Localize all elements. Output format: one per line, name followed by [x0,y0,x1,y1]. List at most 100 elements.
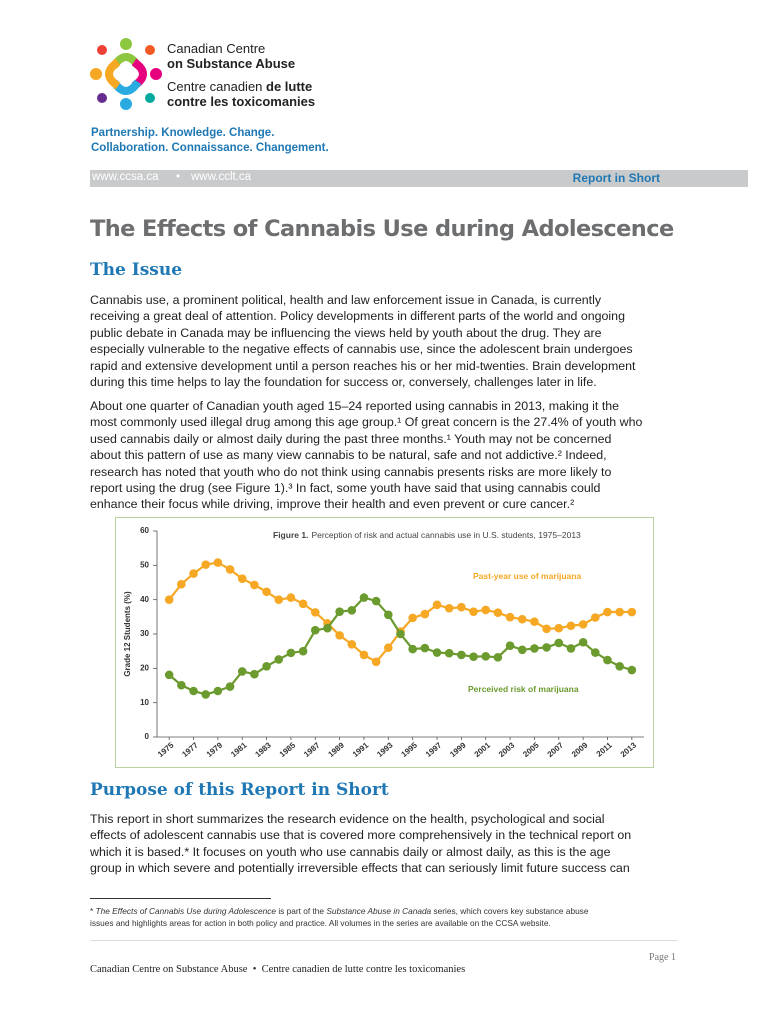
text: is part of the [276,906,327,916]
data-point [615,661,624,671]
x-tick-label: 1975 [156,740,176,759]
text-line: About one quarter of Canadian youth aged… [90,399,620,413]
data-point [457,650,466,660]
data-point [566,621,576,631]
footer-rule [90,940,678,941]
text: Substance Abuse in Canada [326,906,432,916]
doc-title: The Effects of Cannabis Use during Adole… [90,216,674,242]
data-point [505,612,515,622]
x-tick-label: 1981 [229,740,249,759]
paragraph: This report in short summarizes the rese… [90,811,631,877]
text-line: This report in short summarizes the rese… [90,812,605,826]
data-point [189,686,198,696]
data-point [469,652,478,661]
y-tick-label: 30 [140,629,149,638]
footnote: issues and highlights areas for action i… [90,918,551,928]
data-point [384,610,393,620]
data-point [530,644,539,653]
x-tick-label: 1993 [375,740,395,759]
footnote-rule [90,898,271,899]
data-point [201,690,210,699]
series-label: Past-year use of marijuana [473,571,581,581]
x-tick-label: 1987 [302,740,322,759]
x-tick-label: 1979 [205,740,225,759]
x-tick-label: 2005 [521,740,541,759]
data-point [347,606,357,615]
data-point [420,643,430,653]
data-point [542,624,551,634]
data-point [310,608,320,617]
text-line: enhance their focus while driving, impro… [90,497,575,512]
text-line: effects of adolescent cannabis use that … [90,828,632,843]
data-point [237,667,247,676]
data-point [164,670,174,680]
data-point [250,669,259,679]
data-point [603,607,612,617]
data-point [335,607,344,616]
x-tick-label: 2011 [595,740,615,758]
data-point [591,648,600,657]
data-point [554,623,564,633]
org-name-fr: Centre canadien de lutte [167,79,312,94]
org-name: Canadian Centre [167,41,266,56]
separator: • [176,171,181,183]
text-line: which it is based.* It focuses on youth … [90,844,611,859]
x-tick-label: 1985 [278,740,298,759]
data-point [298,599,308,609]
data-point [225,565,235,574]
y-tick-label: 60 [140,526,149,535]
data-point [420,609,430,619]
data-point [237,574,247,584]
data-point [578,637,588,647]
data-point [493,608,503,618]
url[interactable]: www.cclt.ca [191,171,252,183]
text-line: research has noted that youth who do not… [90,464,612,479]
data-point [371,596,381,606]
data-point [578,620,588,629]
y-tick-label: 10 [140,698,149,707]
data-point [262,661,271,671]
data-point [517,614,527,624]
data-point [213,686,223,696]
y-axis-label: Grade 12 Students (%) [123,591,132,677]
data-point [384,643,393,653]
data-point [591,613,600,622]
data-point [432,648,442,657]
page-number: Page 1 [649,952,676,963]
data-point [274,655,284,664]
data-point [408,644,417,654]
text-line: rapid and extensive development until a … [90,358,636,373]
url[interactable]: www.ccsa.ca [92,171,159,183]
data-point [444,603,454,613]
data-point [201,560,210,569]
data-point [481,605,491,615]
x-tick-label: 2003 [497,740,517,759]
text-line: public debate in Canada may be influenci… [90,325,602,340]
text: The Effects of Cannabis Use during Adole… [95,906,277,916]
data-point [444,648,454,658]
text: Centre canadien de lutte contre les toxi… [261,964,466,975]
data-point [359,650,369,660]
data-point [530,617,539,626]
y-tick-label: 20 [140,663,149,672]
x-tick-label: 1977 [180,740,200,759]
title-text: Perception of risk and actual cannabis u… [311,530,581,540]
data-point [164,595,174,604]
data-point [298,646,308,656]
data-point [457,602,466,612]
text-line: group in which severe and potentially ir… [90,861,630,876]
logo [90,38,162,110]
paragraph: Cannabis use, a prominent political, hea… [90,292,636,390]
x-tick-label: 1999 [448,740,468,759]
data-point [310,625,320,635]
data-point [542,643,551,652]
text-line: report using the drug (see Figure 1).³ I… [90,481,601,496]
text-line: especially vulnerable to the negative ef… [90,342,633,357]
text: de lutte [266,79,313,94]
x-tick-label: 2001 [473,740,493,759]
tagline: Collaboration. Connaissance. Changement. [91,142,329,154]
data-point [493,653,503,662]
data-point [408,613,417,623]
data-point [347,640,357,649]
